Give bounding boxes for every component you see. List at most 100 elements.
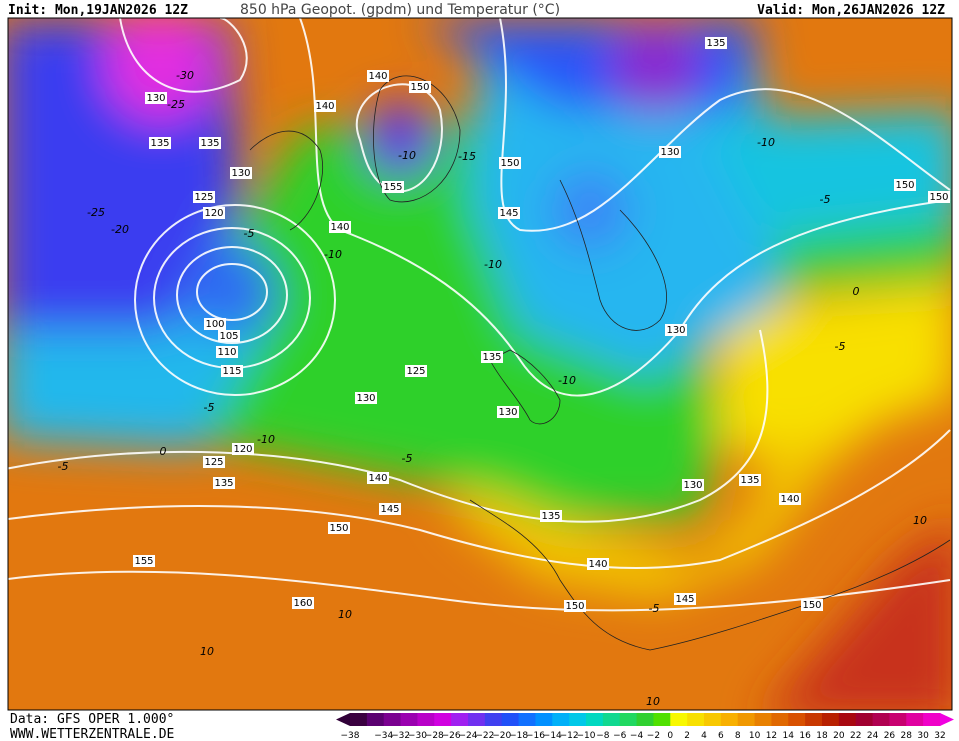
legend-swatch <box>737 713 756 726</box>
height-label-box <box>894 179 916 191</box>
height-label: 135 <box>541 511 560 522</box>
contour-labels: 135 140 150 130 140 135 135 130 150 130 150 150 155 1… <box>58 37 950 708</box>
temperature-label: -5 <box>820 193 831 206</box>
legend-swatch <box>923 713 941 726</box>
height-label-box <box>213 477 235 489</box>
height-label: 150 <box>565 601 584 612</box>
legend-swatch <box>383 713 402 726</box>
legend-label: 12 <box>766 731 777 741</box>
legend-label: 0 <box>667 731 673 741</box>
website: WWW.WETTERZENTRALE.DE <box>10 727 174 741</box>
legend-label: −24 <box>459 731 478 741</box>
temperature-label: -5 <box>244 227 255 240</box>
height-label: 115 <box>222 366 241 377</box>
height-label-box <box>665 324 687 336</box>
temperature-label: -15 <box>458 150 476 163</box>
height-label: 120 <box>204 208 223 219</box>
temperature-label: -5 <box>835 340 846 353</box>
temperature-label: -5 <box>649 602 660 615</box>
temperature-label: 10 <box>646 695 660 708</box>
legend-label: 32 <box>934 731 945 741</box>
height-label-box <box>329 221 351 233</box>
height-label: 140 <box>315 101 334 112</box>
temperature-label: -10 <box>257 433 275 446</box>
valid-time: Valid: Mon,26JAN2026 12Z <box>757 3 945 18</box>
height-label: 135 <box>740 475 759 486</box>
height-label: 155 <box>383 182 402 193</box>
legend-swatch <box>417 713 435 726</box>
height-label-box <box>292 597 314 609</box>
map-title: 850 hPa Geopot. (gpdm) und Temperatur (°… <box>240 2 560 18</box>
height-label: 135 <box>150 138 169 149</box>
height-label: 125 <box>194 192 213 203</box>
height-label-box <box>739 474 761 486</box>
legend-label: 24 <box>867 731 879 741</box>
height-label: 130 <box>146 93 165 104</box>
temperature-label: -5 <box>402 452 413 465</box>
height-label: 150 <box>802 600 821 611</box>
legend-swatch <box>602 713 621 726</box>
height-label: 135 <box>706 38 725 49</box>
coastlines <box>249 75 951 651</box>
height-label: 140 <box>780 494 799 505</box>
height-label-box <box>682 479 704 491</box>
legend-swatch <box>586 713 604 726</box>
legend-swatch <box>906 713 924 726</box>
height-label: 130 <box>356 393 375 404</box>
height-label: 155 <box>134 556 153 567</box>
legend-swatch <box>788 713 806 726</box>
height-label-box <box>230 167 252 179</box>
legend-swatch <box>805 713 823 726</box>
temperature-label: 10 <box>913 514 927 527</box>
legend-swatch <box>569 713 587 726</box>
temperature-label: -10 <box>324 248 342 261</box>
legend-label: 4 <box>701 731 707 741</box>
legend-label: −34 <box>374 731 393 741</box>
legend-label: −20 <box>492 731 511 741</box>
height-label: 105 <box>219 331 238 342</box>
legend-right-arrow <box>940 713 954 726</box>
legend-swatch <box>501 713 520 726</box>
temperature-label: -25 <box>87 206 105 219</box>
legend-label: 6 <box>718 731 724 741</box>
height-label-box <box>481 351 503 363</box>
map-area: 135 140 150 130 140 135 135 130 150 130 150 150 155 1… <box>8 18 952 710</box>
height-label-box <box>659 146 681 158</box>
height-label-box <box>216 346 238 358</box>
height-label: 120 <box>233 444 252 455</box>
height-label-box <box>193 191 215 203</box>
height-label: 130 <box>683 480 702 491</box>
legend-label: −22 <box>475 731 494 741</box>
legend-label: 20 <box>833 731 845 741</box>
temperature-label: 0 <box>160 445 167 458</box>
legend-swatch <box>872 713 890 726</box>
legend-swatch <box>535 713 553 726</box>
height-label-box <box>133 555 155 567</box>
height-label: 150 <box>410 82 429 93</box>
height-label-box <box>499 157 521 169</box>
legend-swatch <box>653 713 671 726</box>
height-label: 130 <box>231 168 250 179</box>
height-label-box <box>328 522 350 534</box>
legend-label: −8 <box>596 731 610 741</box>
height-label-box <box>199 137 221 149</box>
height-label-box <box>382 181 404 193</box>
height-label-box <box>367 70 389 82</box>
legend-label: −26 <box>442 731 461 741</box>
legend-swatch <box>366 713 385 726</box>
legend-swatch <box>889 713 907 726</box>
legend-label: −4 <box>630 731 644 741</box>
legend-swatch <box>838 713 857 726</box>
height-label: 135 <box>214 478 233 489</box>
height-label-box <box>540 510 562 522</box>
height-label-box <box>497 406 519 418</box>
height-label-box <box>218 330 240 342</box>
height-label: 150 <box>329 523 348 534</box>
legend-label: −18 <box>509 731 528 741</box>
height-label-box <box>379 503 401 515</box>
height-label-box <box>801 599 823 611</box>
height-label: 150 <box>500 158 519 169</box>
height-label-box <box>674 593 696 605</box>
height-label-box <box>405 365 427 377</box>
